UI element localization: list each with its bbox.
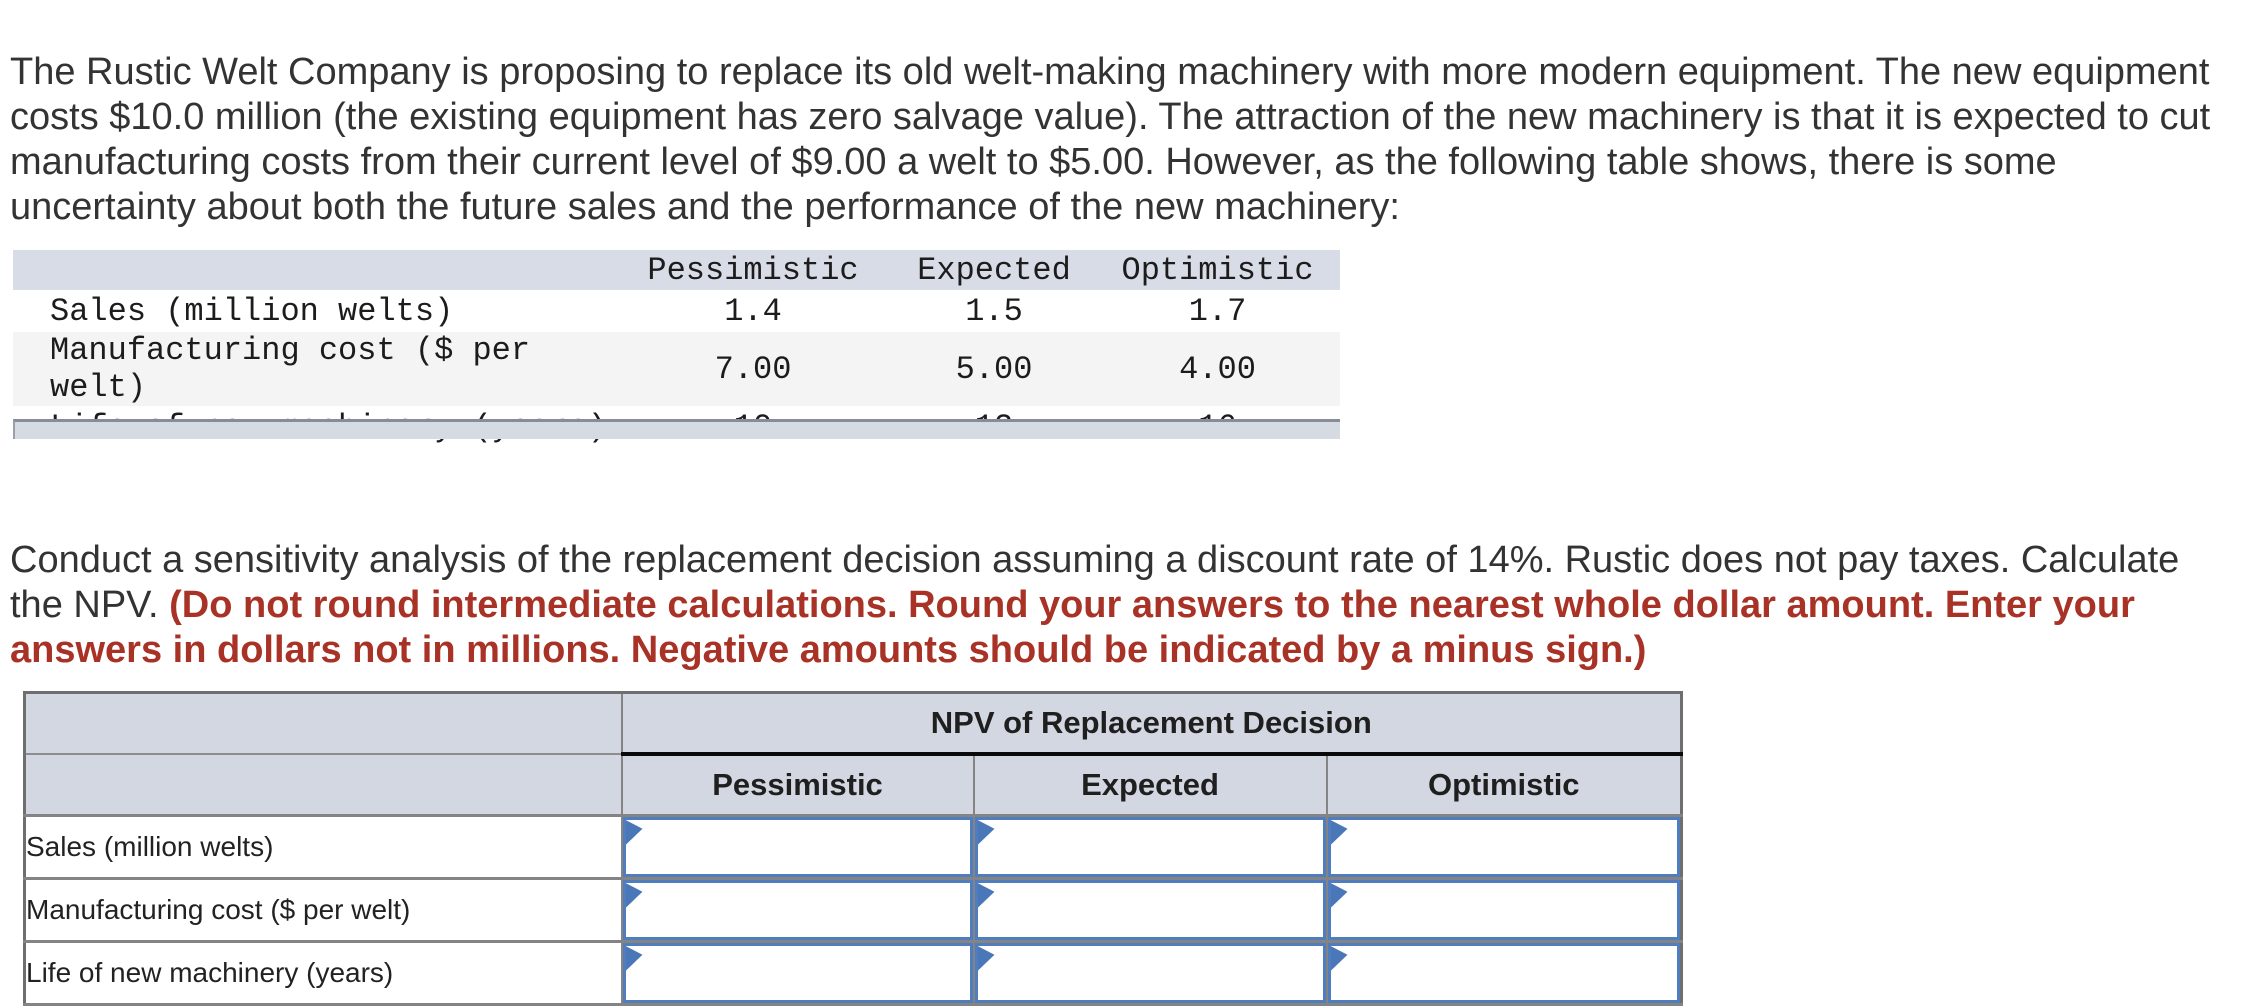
answer-marker-icon xyxy=(625,946,643,971)
scenario-value: 1.5 xyxy=(965,292,1023,330)
npv-answer-table: NPV of Replacement Decision Pessimistic … xyxy=(23,691,1684,1006)
npv-input-life-optimistic[interactable] xyxy=(1327,943,1681,1003)
problem-statement: The Rustic Welt Company is proposing to … xyxy=(10,51,2211,228)
table-row: Sales (million welts) xyxy=(24,815,1683,880)
answer-marker-icon xyxy=(977,883,995,908)
scenario-value: 4.00 xyxy=(1095,332,1340,406)
npv-input-cost-expected[interactable] xyxy=(974,880,1326,940)
table-row: Manufacturing cost ($ per welt) 7.00 5.0… xyxy=(13,332,1340,406)
answer-header-expected: Expected xyxy=(973,754,1328,817)
npv-input-cost-pessimistic[interactable] xyxy=(622,880,973,940)
npv-table-title: NPV of Replacement Decision xyxy=(621,692,1682,756)
answer-marker-icon xyxy=(625,820,643,845)
answer-marker-icon xyxy=(1330,946,1348,971)
instruction-normal-text: Conduct a sensitivity analysis of the re… xyxy=(10,539,2180,626)
answer-header-optimistic: Optimistic xyxy=(1326,754,1683,817)
answer-header-pessimistic: Pessimistic xyxy=(621,754,975,817)
answer-corner-cell-2 xyxy=(24,754,623,817)
npv-input-sales-pessimistic[interactable] xyxy=(622,817,973,877)
answer-title-row: NPV of Replacement Decision xyxy=(24,692,1682,756)
scenario-value: 1.7 xyxy=(1188,292,1247,330)
scenario-header-expected: Expected xyxy=(893,250,1095,290)
scenario-row-label: Sales (million welts) xyxy=(50,292,454,330)
npv-input-sales-expected[interactable] xyxy=(974,817,1326,877)
answer-marker-icon xyxy=(977,820,995,845)
scenario-value: 1.4 xyxy=(724,292,782,330)
table-row: Sales (million welts) 1.4 1.5 1.7 xyxy=(13,290,1340,332)
scenario-header-pessimistic: Pessimistic xyxy=(613,250,893,290)
answer-row-label-life: Life of new machinery (years) xyxy=(24,941,623,1006)
table-row: Manufacturing cost ($ per welt) xyxy=(24,878,1683,943)
answer-header-row: Pessimistic Expected Optimistic xyxy=(24,754,1683,817)
scenario-value: 7.00 xyxy=(613,332,893,406)
horizontal-scrollbar[interactable] xyxy=(13,419,1340,439)
scenario-row-label: Manufacturing cost ($ per welt) xyxy=(13,332,613,406)
table-row: Life of new machinery (years) xyxy=(24,941,1683,1006)
answer-row-label-sales: Sales (million welts) xyxy=(24,815,623,880)
answer-corner-cell xyxy=(24,692,623,755)
npv-input-life-expected[interactable] xyxy=(974,943,1326,1003)
scenario-value: 5.00 xyxy=(893,332,1095,406)
scenario-table: Pessimistic Expected Optimistic Sales (m… xyxy=(13,250,1340,448)
scenario-table-wrap: Pessimistic Expected Optimistic Sales (m… xyxy=(13,250,1340,448)
answer-row-label-cost: Manufacturing cost ($ per welt) xyxy=(24,878,623,943)
scenario-header-empty xyxy=(13,250,613,290)
npv-input-life-pessimistic[interactable] xyxy=(622,943,973,1003)
scenario-header-optimistic: Optimistic xyxy=(1095,250,1340,290)
answer-marker-icon xyxy=(1330,883,1348,908)
answer-marker-icon xyxy=(1330,820,1348,845)
answer-marker-icon xyxy=(625,883,643,908)
npv-input-cost-optimistic[interactable] xyxy=(1327,880,1681,940)
npv-input-sales-optimistic[interactable] xyxy=(1327,817,1681,877)
scenario-header-row: Pessimistic Expected Optimistic xyxy=(13,250,1340,290)
instruction-emphasis-text: (Do not round intermediate calculations.… xyxy=(10,584,2135,671)
instruction-paragraph: Conduct a sensitivity analysis of the re… xyxy=(10,538,2236,673)
answer-marker-icon xyxy=(977,946,995,971)
